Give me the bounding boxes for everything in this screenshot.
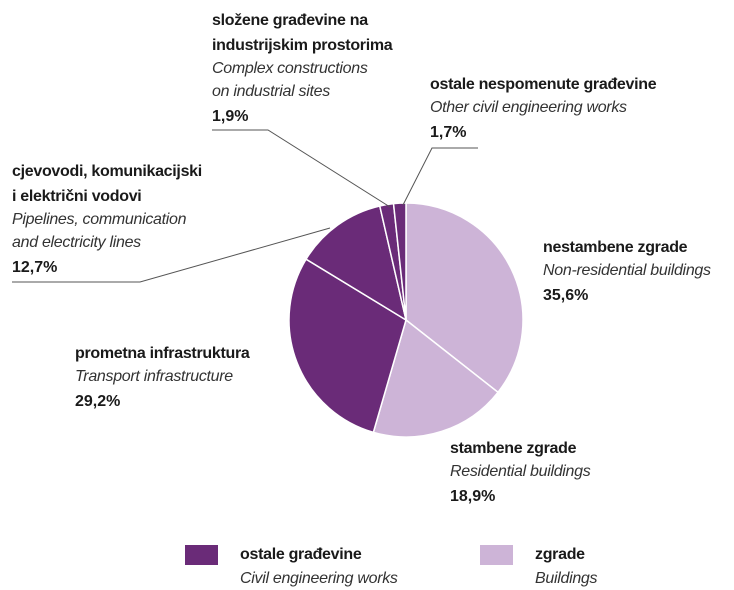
pie-slice [305, 205, 408, 322]
slice-value-label: 35,6% [543, 287, 588, 304]
legend-swatch [480, 545, 513, 565]
leader-line [212, 129, 391, 208]
slice-label-name: stambene zgrade [450, 440, 577, 457]
slice-label-subtitle: Residential buildings [450, 463, 591, 480]
slice-value-label: 1,7% [430, 124, 466, 141]
legend-name: zgrade [535, 546, 585, 563]
pie-slice [405, 202, 524, 394]
slice-label-name: složene građevine na [212, 12, 368, 29]
slice-label-subtitle: Pipelines, communication [12, 211, 187, 228]
slice-label-subtitle: Transport infrastructure [75, 368, 233, 385]
slice-value-label: 1,9% [212, 108, 248, 125]
slice-label-name: cjevovodi, komunikacijski [12, 163, 202, 180]
slice-label-subtitle: on industrial sites [212, 83, 330, 100]
slice-value-label: 18,9% [450, 488, 495, 505]
slice-label-name: prometna infrastruktura [75, 345, 250, 362]
slice-label-subtitle: Non-residential buildings [543, 262, 711, 279]
slice-label-name: i električni vodovi [12, 188, 141, 205]
legend-subtitle: Buildings [535, 570, 598, 587]
leader-line [12, 227, 331, 283]
slice-value-label: 12,7% [12, 259, 57, 276]
slice-label-name: industrijskim prostorima [212, 37, 393, 54]
slice-value-label: 29,2% [75, 393, 120, 410]
legend-swatch [185, 545, 218, 565]
pie-slice [392, 202, 407, 321]
slice-label-name: nestambene zgrade [543, 239, 688, 256]
legend-subtitle: Civil engineering works [240, 570, 398, 587]
slice-label-name: ostale nespomenute građevine [430, 76, 657, 93]
pie-slice [372, 318, 500, 438]
slice-label-subtitle: Complex constructions [212, 60, 368, 77]
slice-label-subtitle: Other civil engineering works [430, 99, 627, 116]
leader-line [402, 147, 478, 206]
slice-label-subtitle: and electricity lines [12, 234, 141, 251]
legend-name: ostale građevine [240, 546, 362, 563]
